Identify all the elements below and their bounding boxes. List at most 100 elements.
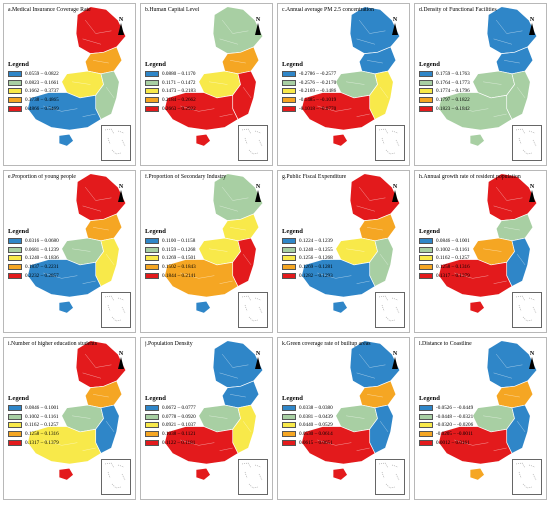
inset-outline	[241, 462, 263, 489]
legend-swatch	[419, 422, 433, 429]
map-region-south	[301, 259, 376, 298]
legend-swatch	[419, 79, 433, 86]
inset-map	[375, 125, 405, 161]
inset-map	[512, 125, 542, 161]
north-arrow-icon: N	[252, 17, 264, 37]
legend-label: 0.0921 – 0.1037	[162, 422, 196, 429]
legend-item: 0.0823 – 0.1661	[8, 79, 59, 88]
north-label: N	[529, 351, 535, 357]
panel-title: l.Distance to Coastline	[419, 341, 472, 347]
legend-label: 0.0681 – 0.1239	[25, 246, 59, 253]
inset-map	[238, 125, 268, 161]
map-region-east	[506, 70, 531, 120]
choropleth-map	[301, 340, 401, 481]
panel-title: i.Number of higher education students	[8, 341, 98, 347]
legend-swatch	[8, 431, 22, 438]
legend-label: -0.2169 – -0.1486	[299, 88, 337, 95]
legend-swatch	[282, 422, 296, 429]
legend-item: 0.1797 – 0.1822	[419, 96, 470, 105]
district-borders	[454, 186, 526, 284]
legend-item: 0.0846 – 0.1001	[8, 404, 59, 413]
legend-swatch	[145, 439, 159, 446]
legend-swatch	[8, 238, 22, 245]
district-borders	[454, 19, 526, 117]
panel-title: g.Public Fiscal Expenditure	[282, 174, 347, 180]
panel-title: b.Human Capital Level	[145, 7, 200, 13]
panel-title: h.Annual growth rate of resident populat…	[419, 174, 521, 180]
legend-swatch	[282, 431, 296, 438]
legend-swatch	[8, 422, 22, 429]
map-panel: e.Proportion of young people N Legend 0.031…	[3, 170, 136, 333]
legend-label: 0.1282 – 0.1293	[299, 272, 333, 279]
map-region-east	[95, 70, 120, 120]
legend-swatch	[8, 105, 22, 112]
legend-swatch	[8, 272, 22, 279]
legend-swatch	[8, 71, 22, 78]
inset-outline	[378, 462, 400, 489]
legend-swatch	[8, 88, 22, 95]
legend-swatch	[419, 97, 433, 104]
map-region-east	[369, 70, 394, 120]
legend-swatch	[419, 255, 433, 262]
legend-item: 0.2232 – 0.2857	[8, 271, 59, 280]
arrow-shape	[118, 190, 124, 202]
panel-title: k.Green coverage rate of builtup areas	[282, 341, 371, 347]
legend-label: 0.1240 – 0.1255	[299, 246, 333, 253]
inset-outline	[104, 462, 126, 489]
map-legend: Legend 0.0672 – 0.0777 0.0778 – 0.0920 0.09…	[145, 394, 196, 447]
legend-swatch	[8, 97, 22, 104]
arrow-shape	[255, 357, 261, 369]
legend-label: 0.1317 – 0.1379	[436, 272, 470, 279]
legend-item: 0.0381 – 0.0439	[282, 413, 333, 422]
north-label: N	[255, 17, 261, 23]
arrow-shape	[255, 190, 261, 202]
legend-swatch	[282, 71, 296, 78]
legend-label: 0.1258 – 0.1316	[25, 431, 59, 438]
legend-item: 0.1317 – 0.1379	[8, 438, 59, 447]
district-borders	[317, 186, 389, 284]
legend-item: 0.1764 – 0.1773	[419, 79, 470, 88]
legend-swatch	[419, 431, 433, 438]
legend-label: 0.3738 – 0.4865	[25, 97, 59, 104]
legend-item: 0.1162 – 0.1257	[419, 254, 470, 263]
legend-item: 0.0681 – 0.1239	[8, 246, 59, 255]
district-borders	[43, 186, 115, 284]
map-region-east	[232, 70, 257, 120]
legend-item: 0.0615 – 0.0651	[282, 438, 333, 447]
north-label: N	[392, 184, 398, 190]
legend-swatch	[8, 255, 22, 262]
legend-swatch	[419, 71, 433, 78]
north-arrow-icon: N	[526, 184, 538, 204]
arrow-shape	[118, 357, 124, 369]
map-legend: Legend 0.0338 – 0.0380 0.0381 – 0.0439 0.04…	[282, 394, 333, 447]
district-borders	[43, 19, 115, 117]
map-region-south	[301, 426, 376, 465]
arrow-shape	[529, 357, 535, 369]
map-region-island	[195, 133, 211, 147]
map-region-island	[58, 467, 74, 481]
legend-label: 0.2232 – 0.2857	[25, 272, 59, 279]
legend-label: 0.4866 – 0.5469	[25, 105, 59, 112]
panel-title: f.Proportion of Secondary Industry	[145, 174, 227, 180]
legend-item: -0.0205 – -0.0011	[419, 430, 473, 439]
legend-swatch	[419, 413, 433, 420]
legend-swatch	[419, 238, 433, 245]
map-panel: g.Public Fiscal Expenditure N Legend 0.1224…	[277, 170, 410, 333]
choropleth-map	[301, 6, 401, 147]
legend-label: 0.0880 – 0.1170	[162, 71, 196, 78]
map-legend: Legend -0.2786 – -0.2577 -0.2576 – -0.2170…	[282, 60, 336, 113]
inset-outline	[515, 128, 537, 155]
legend-item: 0.1269 – 0.1501	[145, 254, 196, 263]
legend-swatch	[282, 97, 296, 104]
legend-label: 0.1759 – 0.1763	[436, 71, 470, 78]
legend-title: Legend	[282, 228, 303, 235]
legend-label: 0.1502 – 0.1843	[162, 264, 196, 271]
legend-label: -0.2576 – -0.2170	[299, 79, 337, 86]
map-region-east	[232, 237, 257, 287]
map-region-island	[332, 300, 348, 314]
map-region-island	[332, 133, 348, 147]
legend-label: 0.1002 – 0.1161	[25, 413, 59, 420]
legend-swatch	[145, 272, 159, 279]
north-arrow-icon: N	[252, 351, 264, 371]
legend-item: 0.1240 – 0.1255	[282, 246, 333, 255]
